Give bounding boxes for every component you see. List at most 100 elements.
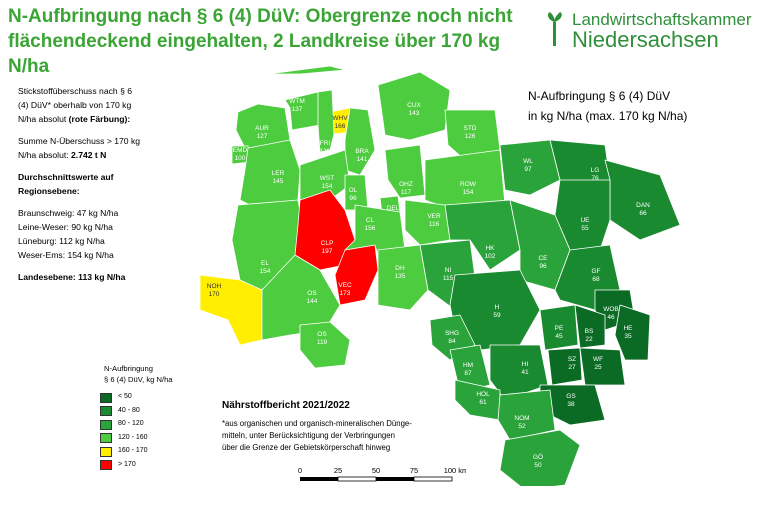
map-caption-line-1: N-Aufbringung § 6 (4) DüV <box>528 89 671 103</box>
label-shg: SHG 84 <box>445 330 459 345</box>
label-hol: HOL 61 <box>476 391 490 406</box>
map-caption: N-Aufbringung § 6 (4) DüV in kg N/ha (ma… <box>528 86 768 126</box>
label-cux: CUX 143 <box>407 102 421 117</box>
label-fri: FRI 139 <box>320 140 331 155</box>
legend-swatch <box>100 460 112 470</box>
district-ler <box>239 139 301 211</box>
district-ver <box>404 199 451 246</box>
district-sz <box>547 347 583 386</box>
label-dan: DAN 66 <box>636 202 650 217</box>
logo: Landwirtschaftskammer Niedersachsen <box>544 10 774 52</box>
label-ce: CE 96 <box>538 255 548 270</box>
legend: < 50 40 - 80 80 - 120 120 - 160 160 - 170 > 1… <box>100 390 190 471</box>
legend-label: < 50 <box>118 393 132 400</box>
region-value: Leine-Weser: 90 kg N/ha <box>18 222 113 232</box>
legend-label: > 170 <box>118 460 136 468</box>
logo-text-line-2: Niedersachsen <box>572 27 719 52</box>
legend-item: 40 - 80 <box>100 404 190 418</box>
label-bra: BRA 141 <box>355 148 369 163</box>
label-ni: NI 115 <box>443 267 454 282</box>
label-h: H 59 <box>493 304 501 319</box>
legend-title-line-2: § 6 (4) DüV, kg N/ha <box>104 375 173 384</box>
label-os-city: OS 119 <box>317 331 328 346</box>
label-std: STD 126 <box>464 125 477 140</box>
legend-swatch <box>100 392 112 403</box>
district-he <box>614 304 651 361</box>
legend-swatch <box>100 433 112 443</box>
label-whv: WHV 166 <box>332 115 348 130</box>
legend-swatch <box>100 419 112 430</box>
summary-text-bold: (rote Färbung): <box>68 114 131 124</box>
district-bra <box>344 107 376 176</box>
district-wl <box>499 139 561 196</box>
district-wst <box>299 149 351 201</box>
district-wf <box>579 347 626 386</box>
summary-line: Summe N-Überschuss > 170 kg <box>18 136 141 146</box>
district-cl <box>344 204 406 263</box>
label-clp: CLP 197 <box>321 240 334 255</box>
legend-swatch <box>100 406 112 416</box>
region-heading: Durchschnittswerte auf <box>18 170 198 184</box>
title-line-2: flächendeckend eingehalten, 2 Landkreise… <box>8 31 501 77</box>
label-wl: WL 97 <box>523 158 533 173</box>
label-ol: OL 96 <box>349 187 358 202</box>
district-bs <box>574 304 606 349</box>
region-heading-2: Regionsebene: <box>18 186 80 196</box>
legend-item: 160 - 170 <box>100 444 190 458</box>
label-os-county: OS 144 <box>307 290 318 305</box>
label-noh: NOH 170 <box>207 283 222 298</box>
legend-label: 160 - 170 <box>118 447 148 454</box>
map-caption-line-2: in kg N/ha (max. 170 kg N/ha) <box>528 109 688 123</box>
district-ohz <box>384 144 426 199</box>
legend-label: 80 - 120 <box>118 420 144 427</box>
summary-line: N/ha absolut (rote Färbung): <box>18 112 198 126</box>
label-ver: VER 116 <box>427 213 441 228</box>
label-lg: LG 76 <box>591 167 600 182</box>
scale-segment <box>337 476 377 482</box>
label-el: EL 154 <box>260 260 271 275</box>
page-title: N-Aufbringung nach § 6 (4) DüV: Obergren… <box>8 4 518 79</box>
district-wtm <box>284 91 321 131</box>
report-title: Nährstoffbericht 2021/2022 <box>222 400 350 411</box>
legend-item: > 170 <box>100 458 190 472</box>
legend-label: 120 - 160 <box>118 433 148 441</box>
scale-tick-label: 50 <box>372 466 380 475</box>
region-value: Braunschweig: 47 kg N/ha <box>18 208 119 218</box>
label-wtm: WTM 137 <box>289 98 305 113</box>
label-ue: UE 55 <box>580 217 590 232</box>
title-line-1: N-Aufbringung nach § 6 (4) DüV: Obergren… <box>8 6 513 27</box>
district-dan <box>604 159 681 241</box>
district-fri <box>317 89 335 153</box>
district-hol <box>454 379 501 421</box>
footnote-line-2: mitteln, unter Berücksichtigung der Verb… <box>222 431 395 440</box>
label-hk: HK 102 <box>485 245 496 260</box>
scale-tick-label: 100 km <box>444 466 466 475</box>
legend-item: < 50 <box>100 390 190 404</box>
region-value: Weser-Ems: 154 kg N/ha <box>18 250 114 260</box>
district-noh <box>199 274 263 346</box>
legend-swatch <box>100 446 112 457</box>
summary-line: Stickstoffüberschuss nach § 6 <box>18 86 133 96</box>
district-goe <box>499 429 581 486</box>
region-value: Lüneburg: 112 kg N/ha <box>18 236 105 246</box>
label-cl: CL 156 <box>365 217 376 232</box>
logo-text-line-1: Landwirtschaftskammer <box>572 10 752 29</box>
region-heading: Regionsebene: <box>18 184 198 198</box>
label-wob: WOB 46 <box>603 306 619 321</box>
label-gf: GF 68 <box>591 268 600 283</box>
label-bs: BS 22 <box>585 328 594 343</box>
legend-item: 80 - 120 <box>100 417 190 431</box>
scale-segment <box>376 477 414 481</box>
label-sz: SZ 27 <box>568 356 576 371</box>
label-emd: EMD 100 <box>233 147 248 162</box>
district-hm <box>449 344 491 393</box>
label-vec: VEC 173 <box>338 282 352 297</box>
label-dh: DH 135 <box>395 265 406 280</box>
logo-mark-icon <box>547 12 562 46</box>
district-os-county <box>261 254 341 341</box>
summary-text: N/ha absolut: <box>18 150 72 160</box>
label-row: ROW 154 <box>460 181 477 196</box>
footnote-line-3: über die Grenze der Gebietskörperschaft … <box>222 443 391 452</box>
summary-text: N/ha absolut <box>18 114 69 124</box>
legend-item: 120 - 160 <box>100 431 190 445</box>
